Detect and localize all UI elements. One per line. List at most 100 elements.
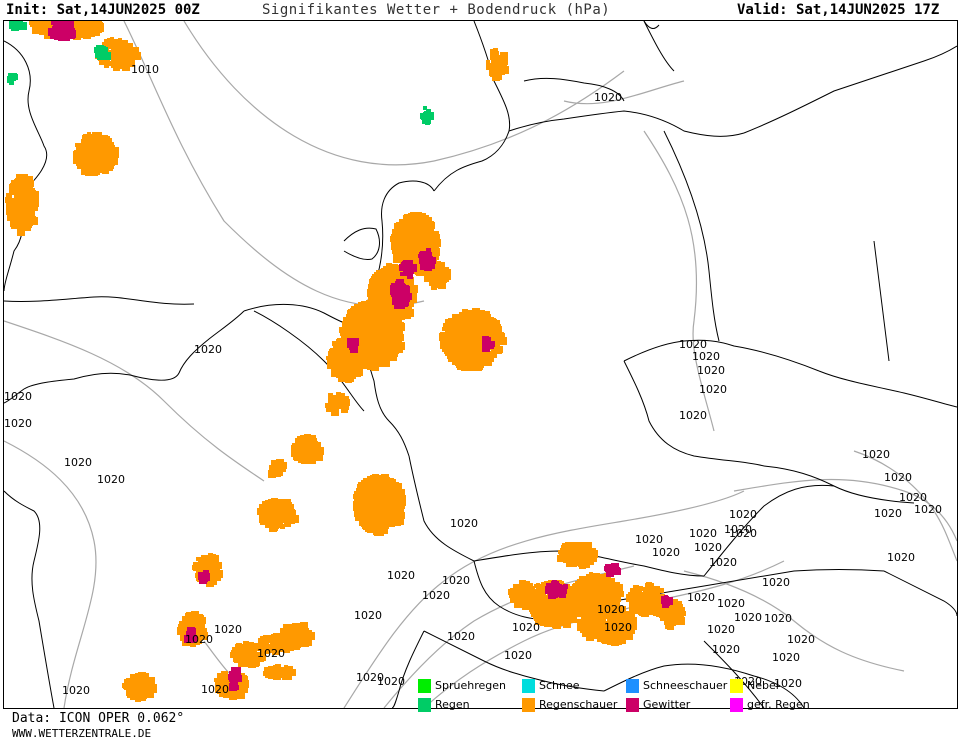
rain-shower-cell bbox=[458, 364, 462, 368]
rain-shower-cell bbox=[476, 345, 483, 352]
rain-shower-cell bbox=[132, 47, 139, 54]
rain-shower-cell bbox=[346, 349, 351, 354]
rain-shower-cell bbox=[368, 515, 373, 520]
rain-shower-cell bbox=[423, 217, 428, 222]
rain-shower-cell bbox=[281, 510, 285, 514]
rain-shower-cell bbox=[201, 555, 208, 562]
rain-shower-cell bbox=[130, 689, 135, 694]
rain-shower-cell bbox=[396, 249, 403, 256]
rain-shower-cell bbox=[78, 143, 84, 149]
rain-shower-cell bbox=[244, 642, 249, 647]
rain-shower-cell bbox=[456, 341, 460, 345]
rain-shower-cell bbox=[111, 45, 119, 53]
rain-shower-cell bbox=[295, 631, 303, 639]
rain-shower-cell bbox=[194, 636, 202, 644]
rain-shower-cell bbox=[344, 323, 348, 327]
rain-shower-cell bbox=[94, 21, 98, 22]
rain-shower-cell bbox=[197, 566, 205, 574]
rain-shower-cell bbox=[493, 320, 500, 327]
rain-shower-cell bbox=[469, 340, 475, 346]
rain-shower-cell bbox=[24, 203, 31, 210]
rain-shower-cell bbox=[5, 197, 10, 202]
rain-shower-cell bbox=[82, 24, 88, 30]
rain-shower-cell bbox=[107, 61, 112, 66]
rain-shower-cell bbox=[143, 682, 147, 686]
rain-shower-cell bbox=[246, 642, 254, 650]
rain-shower-cell bbox=[474, 330, 479, 335]
rain-shower-cell bbox=[415, 247, 419, 251]
rain-shower-cell bbox=[198, 557, 202, 561]
rain-shower-cell bbox=[375, 360, 379, 364]
rain-shower-cell bbox=[476, 358, 483, 365]
rain-shower-cell bbox=[280, 628, 287, 635]
rain-shower-cell bbox=[92, 145, 97, 150]
rain-shower-cell bbox=[134, 684, 140, 690]
init-time: Init: Sat,14JUN2025 00Z bbox=[6, 2, 200, 18]
rain-shower-cell bbox=[371, 491, 376, 496]
rain-shower-cell bbox=[291, 446, 298, 453]
rain-shower-cell bbox=[193, 628, 200, 635]
rain-shower-cell bbox=[395, 514, 400, 519]
rain-shower-cell bbox=[473, 359, 478, 364]
rain-shower-cell bbox=[279, 671, 285, 677]
rain-shower-cell bbox=[357, 484, 363, 490]
rain-shower-cell bbox=[291, 515, 299, 523]
rain-shower-cell bbox=[407, 289, 414, 296]
rain-shower-cell bbox=[376, 507, 381, 512]
rain-shower-cell bbox=[280, 638, 286, 644]
rain-shower-cell bbox=[284, 521, 289, 526]
rain-shower-cell bbox=[463, 311, 468, 316]
rain-shower-cell bbox=[288, 631, 295, 638]
rain-shower-cell bbox=[387, 494, 392, 499]
rain-shower-cell bbox=[304, 436, 309, 441]
rain-shower-cell bbox=[74, 28, 81, 35]
rain-shower-cell bbox=[276, 668, 280, 672]
rain-shower-cell bbox=[496, 340, 501, 345]
rain-shower-cell bbox=[99, 163, 105, 169]
rain-shower-cell bbox=[89, 156, 96, 163]
rain-shower-cell bbox=[429, 240, 433, 244]
rain-shower-cell bbox=[468, 317, 473, 322]
rain-shower-cell bbox=[109, 50, 115, 56]
rain-shower-cell bbox=[101, 143, 106, 148]
rain-shower-cell bbox=[448, 336, 453, 341]
rain-shower-cell bbox=[362, 305, 369, 312]
rain-shower-cell bbox=[393, 254, 401, 262]
rain-shower-cell bbox=[15, 178, 23, 186]
rain-shower-cell bbox=[77, 161, 83, 167]
isobars bbox=[4, 21, 957, 708]
rain-shower-cell bbox=[87, 24, 92, 29]
rain-shower-cell bbox=[382, 279, 387, 284]
coastlines-borders bbox=[4, 21, 957, 708]
rain-shower-cell bbox=[404, 229, 409, 234]
rain-shower-cell bbox=[460, 328, 465, 333]
rain-shower-cell bbox=[391, 246, 395, 250]
rain-shower-cell bbox=[432, 242, 439, 249]
rain-shower-cell bbox=[459, 335, 466, 342]
rain-shower-cell bbox=[208, 553, 213, 558]
rain-shower-cell bbox=[259, 504, 264, 509]
rain-shower-cell bbox=[12, 198, 18, 204]
rain-shower-cell bbox=[332, 352, 339, 359]
rain-shower-cell bbox=[476, 339, 483, 346]
rain-shower-cell bbox=[135, 677, 139, 681]
rain-shower-cell bbox=[369, 476, 375, 482]
rain-shower-cell bbox=[177, 627, 185, 635]
rain-shower-cell bbox=[383, 266, 389, 272]
rain-shower-cell bbox=[462, 321, 467, 326]
rain-shower-cell bbox=[277, 664, 281, 668]
rain-shower-cell bbox=[466, 362, 471, 367]
rain-shower-cell bbox=[276, 510, 281, 515]
rain-shower-cell bbox=[280, 524, 285, 529]
rain-shower-cell bbox=[398, 258, 402, 262]
rain-shower-cell bbox=[383, 297, 388, 302]
rain-shower-cell bbox=[389, 507, 394, 512]
rain-shower-cell bbox=[393, 490, 399, 496]
rain-shower-cell bbox=[341, 370, 348, 377]
rain-shower-cell bbox=[36, 21, 40, 25]
rain-shower-cell bbox=[104, 63, 109, 68]
rain-shower-cell bbox=[256, 654, 264, 662]
rain-shower-cell bbox=[395, 248, 399, 252]
rain-shower-cell bbox=[423, 223, 430, 230]
rain-shower-cell bbox=[270, 667, 275, 672]
